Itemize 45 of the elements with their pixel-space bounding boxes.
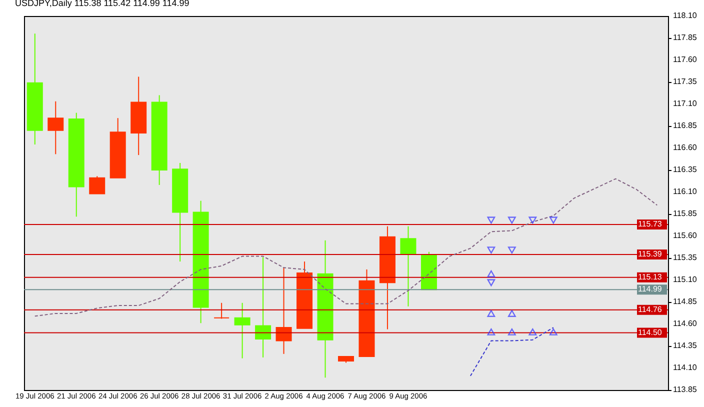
ref-line-label: 114.76 — [638, 304, 662, 314]
ref-line-label: 114.50 — [638, 328, 662, 337]
y-tick-label: 117.85 — [673, 33, 698, 42]
point — [487, 310, 496, 317]
candlestick — [48, 100, 64, 155]
point — [508, 328, 516, 336]
ref-line-label: 114.99 — [638, 284, 662, 294]
y-tick-label: 113.85 — [673, 385, 698, 394]
candlestick — [400, 226, 416, 307]
point — [508, 216, 516, 224]
y-tick-label: 117.10 — [673, 99, 698, 108]
candlestick — [255, 256, 272, 358]
y-tick-label: 114.10 — [673, 363, 698, 372]
y-tick-label: 117.35 — [673, 77, 698, 86]
point — [549, 216, 558, 224]
candlestick — [234, 302, 250, 359]
y-tick-label: 115.10 — [673, 275, 698, 284]
y-tick-label: 116.85 — [673, 121, 698, 130]
ref-line-label: 115.39 — [638, 249, 662, 258]
candlestick — [214, 302, 230, 320]
y-tick-label: 116.10 — [673, 187, 698, 196]
y-tick-label: 117.60 — [673, 55, 698, 64]
y-tick-label: 116.35 — [673, 165, 698, 174]
point — [487, 279, 496, 286]
y-tick-label: 115.85 — [673, 209, 698, 218]
point — [549, 328, 558, 336]
ref-line-label: 115.73 — [638, 220, 662, 229]
y-tick-label: 118.10 — [673, 11, 698, 20]
y-tick-label: 114.35 — [673, 341, 698, 350]
ref-line-label: 115.13 — [638, 272, 662, 282]
y-tick-label: 115.35 — [673, 253, 698, 262]
point — [487, 246, 496, 254]
point — [528, 328, 537, 336]
point — [487, 270, 496, 278]
point — [528, 216, 537, 224]
point — [508, 246, 516, 254]
point — [487, 328, 496, 336]
point — [508, 310, 516, 317]
point — [487, 216, 496, 224]
candlestick — [276, 267, 292, 354]
y-tick-label: 114.85 — [673, 297, 698, 306]
y-tick-label: 115.60 — [673, 231, 698, 240]
candlestick — [89, 176, 106, 194]
y-tick-label: 116.60 — [673, 143, 698, 152]
y-tick-label: 114.60 — [673, 319, 698, 328]
